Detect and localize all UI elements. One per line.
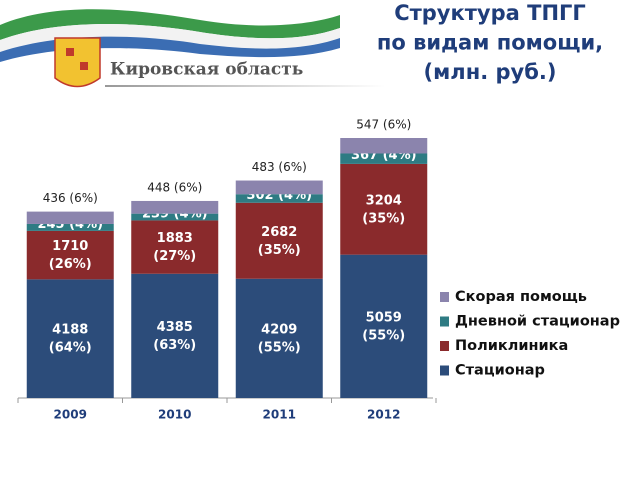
bar-segment xyxy=(340,153,428,164)
legend-label: Дневной стационар xyxy=(455,314,620,330)
bar-segment xyxy=(26,230,114,280)
legend-label: Скорая помощь xyxy=(455,289,587,305)
legend-swatch xyxy=(440,365,449,376)
value-label: 5059 (55%) xyxy=(362,310,405,343)
legend-label: Стационар xyxy=(455,363,545,379)
chart-title: Структура ТПГГ по видам помощи, (млн. руб.… xyxy=(377,1,603,84)
bar-segment xyxy=(131,273,219,398)
value-label: 3204 (35%) xyxy=(362,193,405,226)
bar-segment xyxy=(26,223,114,231)
legend-swatch xyxy=(440,316,449,327)
x-tick-label: 2012 xyxy=(367,408,400,422)
bar-segment xyxy=(26,211,114,224)
region-name: Кировская область xyxy=(110,60,303,80)
value-label: 1883 (27%) xyxy=(153,231,196,264)
bar-segment xyxy=(235,194,323,203)
value-label: 4188 (64%) xyxy=(49,322,92,355)
x-tick-label: 2009 xyxy=(54,408,87,422)
legend-label: Поликлиника xyxy=(455,338,568,354)
bar-segment xyxy=(235,180,323,195)
header-decoration xyxy=(0,9,385,88)
bar-segment xyxy=(26,279,114,398)
bar-segment xyxy=(340,163,428,255)
title-line: по видам помощи, xyxy=(377,31,603,55)
value-label: 1710 (26%) xyxy=(49,239,92,272)
value-label: 483 (6%) xyxy=(252,160,307,174)
bar-segment xyxy=(340,138,428,154)
value-label: 448 (6%) xyxy=(147,180,202,194)
bar-segment xyxy=(340,254,428,398)
bar-segment xyxy=(235,202,323,279)
bar-segment xyxy=(131,213,219,221)
value-label: 4385 (63%) xyxy=(153,319,196,352)
legend-swatch xyxy=(440,292,449,302)
value-label: 4209 (55%) xyxy=(258,322,301,355)
value-label: 547 (6%) xyxy=(356,118,411,132)
value-label: 2682 (35%) xyxy=(258,224,301,257)
x-tick-label: 2010 xyxy=(158,408,191,422)
title-line: Структура ТПГГ xyxy=(394,1,586,25)
title-line: (млн. руб.) xyxy=(424,60,557,84)
bar-segment xyxy=(131,200,219,214)
bar-segment xyxy=(131,220,219,274)
legend-swatch xyxy=(440,341,449,351)
x-tick-label: 2011 xyxy=(263,408,296,422)
value-label: 436 (6%) xyxy=(43,191,98,205)
bar-segment xyxy=(235,278,323,398)
